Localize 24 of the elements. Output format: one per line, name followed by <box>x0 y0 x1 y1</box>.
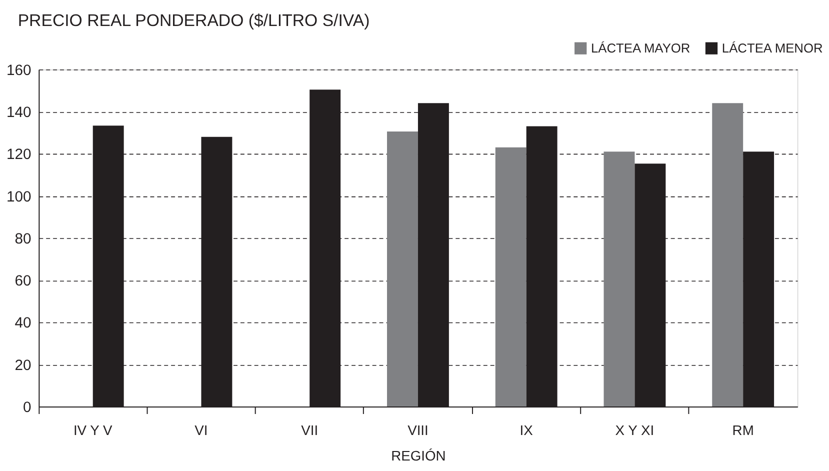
legend-label: LÁCTEA MENOR <box>722 40 823 56</box>
x-tick-label: VIII <box>408 422 428 438</box>
x-tick-label: VI <box>194 422 208 438</box>
x-tick-label: VII <box>301 422 318 438</box>
y-tick-label: 100 <box>6 189 32 206</box>
y-tick-label: 140 <box>6 104 32 121</box>
y-tick-label: 80 <box>14 231 32 248</box>
y-tick-label: 0 <box>22 400 32 416</box>
y-tick-label: 20 <box>14 358 32 374</box>
x-tick-label: IX <box>520 422 533 438</box>
bar <box>604 152 635 407</box>
bar <box>495 147 526 407</box>
bar <box>712 103 744 407</box>
x-tick-label: RM <box>732 422 754 438</box>
x-tick-label: IV Y V <box>73 422 114 438</box>
legend-label: LÁCTEA MAYOR <box>591 40 690 56</box>
y-tick-label: 40 <box>14 316 32 332</box>
chart-title: PRECIO REAL PONDERADO ($/LITRO S/IVA) <box>18 10 370 30</box>
x-axis-title: REGIÓN <box>391 448 446 464</box>
x-tick-label: X Y XI <box>615 422 654 438</box>
bar <box>387 132 418 407</box>
y-tick-label: 60 <box>14 274 32 290</box>
y-tick-label: 120 <box>6 147 32 164</box>
y-tick-label: 160 <box>6 62 32 79</box>
